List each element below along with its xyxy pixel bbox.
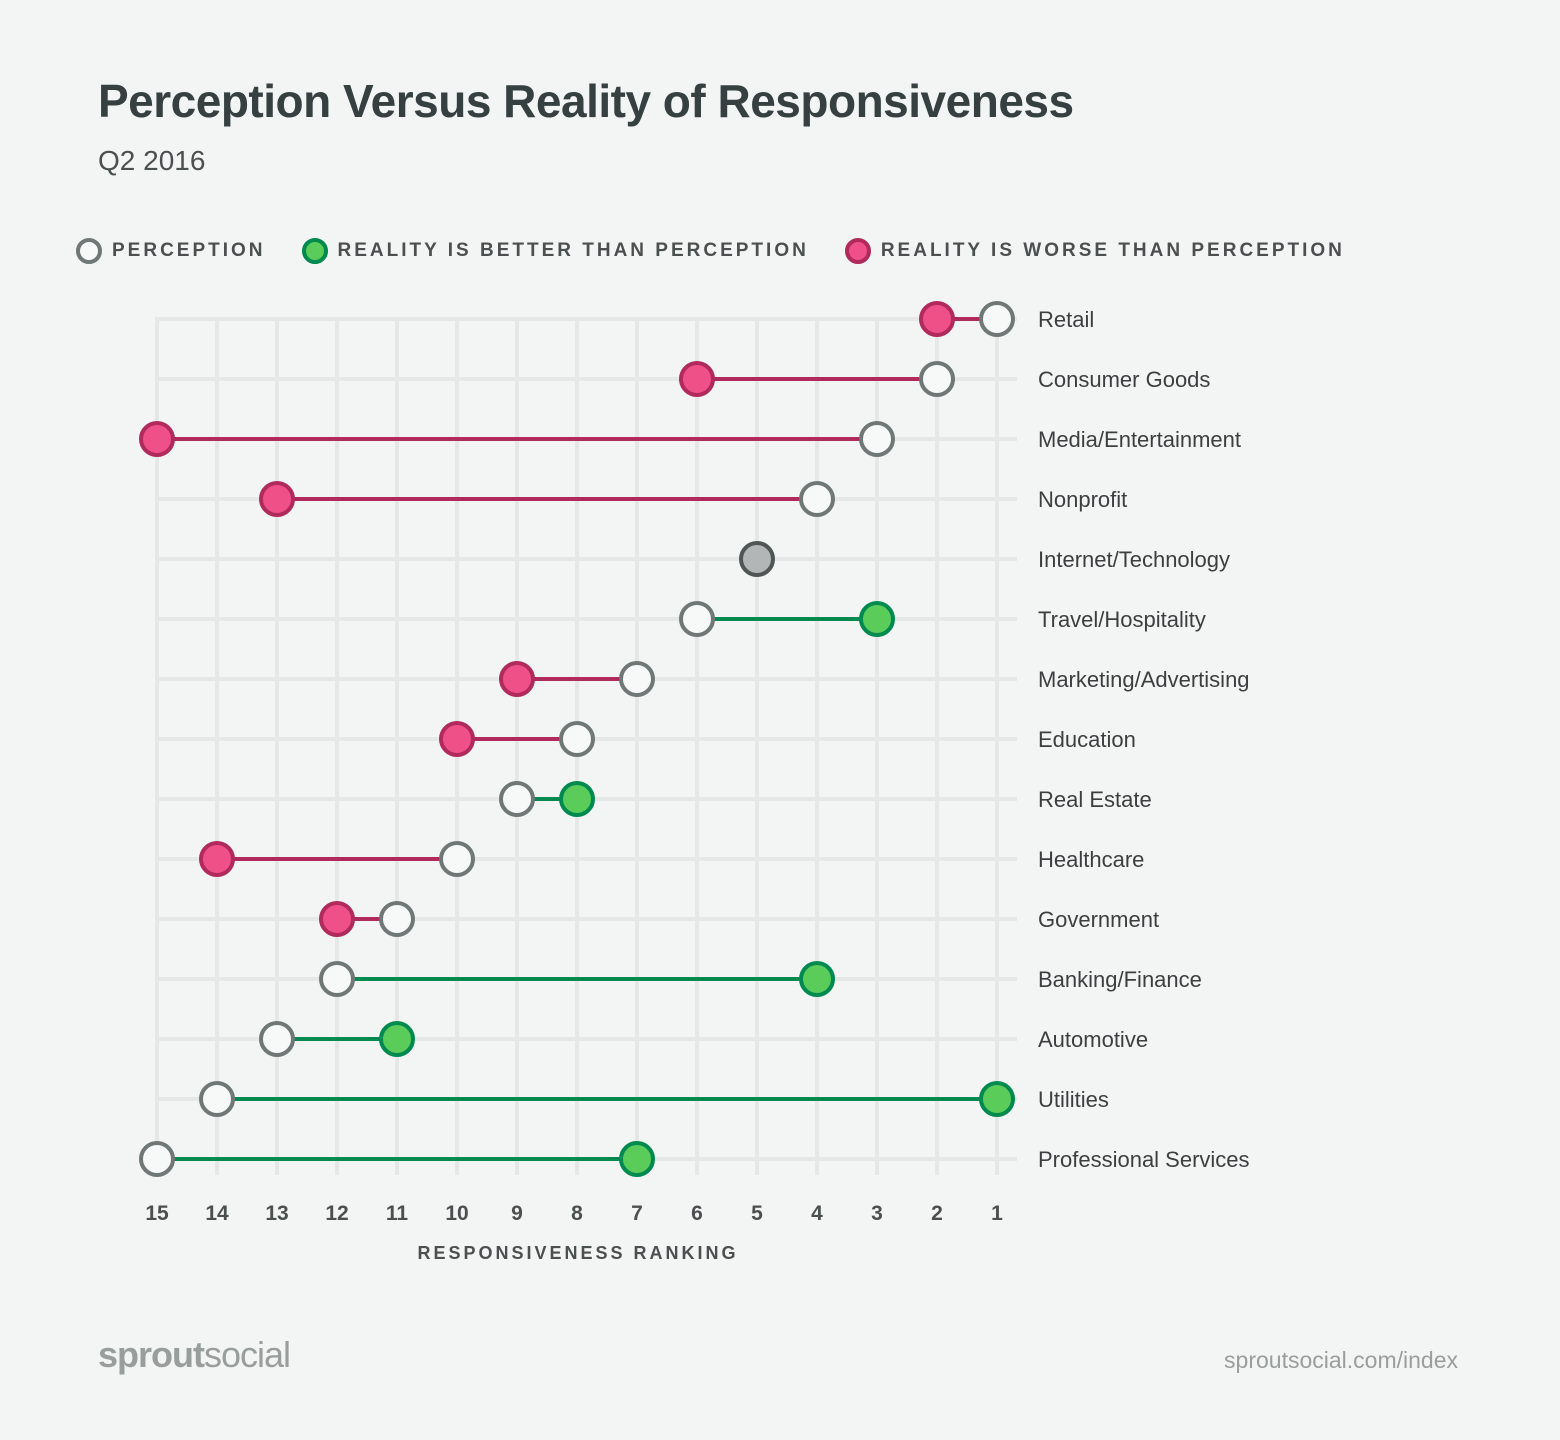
category-label: Travel/Hospitality xyxy=(1038,607,1206,632)
perception-point xyxy=(139,1141,175,1177)
x-tick-label: 11 xyxy=(386,1202,409,1225)
x-tick-label: 7 xyxy=(631,1202,643,1225)
better-marker-icon xyxy=(301,238,328,264)
category-label: Internet/Technology xyxy=(1038,547,1230,572)
reality-point xyxy=(319,901,355,937)
chart-subtitle: Q2 2016 xyxy=(98,145,206,176)
worse-marker-icon xyxy=(844,238,871,264)
x-tick-label: 12 xyxy=(325,1202,348,1225)
legend-item-perception: PERCEPTION xyxy=(76,238,266,264)
x-tick-label: 6 xyxy=(691,1202,703,1225)
category-label: Automotive xyxy=(1038,1027,1148,1052)
perception-point xyxy=(799,481,835,517)
x-tick-label: 2 xyxy=(931,1202,943,1225)
category-label: Nonprofit xyxy=(1038,487,1127,512)
x-tick-label: 10 xyxy=(445,1202,468,1225)
legend-label: REALITY IS BETTER THAN PERCEPTION xyxy=(337,240,809,261)
category-label: Marketing/Advertising xyxy=(1038,667,1250,692)
perception-point xyxy=(199,1081,235,1117)
reality-point xyxy=(979,1081,1015,1117)
legend-label: REALITY IS WORSE THAN PERCEPTION xyxy=(880,240,1345,261)
reality-point xyxy=(559,781,595,817)
x-tick-label: 8 xyxy=(571,1202,583,1225)
category-label: Education xyxy=(1038,727,1136,752)
perception-point xyxy=(679,601,715,637)
x-tick-label: 4 xyxy=(811,1202,823,1225)
category-label: Real Estate xyxy=(1038,787,1152,812)
reality-point xyxy=(679,361,715,397)
perception-point xyxy=(859,421,895,457)
perception-point xyxy=(259,1021,295,1057)
reality-point xyxy=(379,1021,415,1057)
perception-point xyxy=(439,841,475,877)
perception-point xyxy=(979,301,1015,337)
sproutsocial-logo: sproutsocial xyxy=(98,1334,291,1375)
reality-point xyxy=(499,661,535,697)
x-tick-label: 14 xyxy=(205,1202,229,1225)
legend-item-better: REALITY IS BETTER THAN PERCEPTION xyxy=(301,238,809,264)
reality-point xyxy=(199,841,235,877)
x-tick-label: 15 xyxy=(145,1202,169,1225)
perception-point xyxy=(619,661,655,697)
category-label: Government xyxy=(1038,907,1159,932)
x-tick-label: 1 xyxy=(991,1202,1003,1225)
legend-label: PERCEPTION xyxy=(112,240,266,261)
x-tick-label: 13 xyxy=(265,1202,288,1225)
dumbbell-chart: 15 14 13 12 11 10 9 8 7 6 5 4 3 2 1 RESPONSIVENESS RANK… xyxy=(139,301,1250,1263)
legend: PERCEPTION REALITY IS BETTER THAN PERCEP… xyxy=(76,238,1381,264)
legend-item-worse: REALITY IS WORSE THAN PERCEPTION xyxy=(844,238,1345,264)
x-axis-label: RESPONSIVENESS RANKING xyxy=(417,1243,738,1263)
reality-point xyxy=(439,721,475,757)
category-label: Consumer Goods xyxy=(1038,367,1210,392)
perception-marker-icon xyxy=(76,238,102,264)
x-tick-label: 5 xyxy=(751,1202,763,1225)
reality-point xyxy=(139,421,175,457)
reality-point xyxy=(799,961,835,997)
category-label: Banking/Finance xyxy=(1038,967,1202,992)
category-label: Healthcare xyxy=(1038,847,1144,872)
reality-point xyxy=(619,1141,655,1177)
perception-point xyxy=(559,721,595,757)
source-url: sproutsocial.com/index xyxy=(1224,1347,1458,1373)
reality-point xyxy=(739,541,775,577)
reality-point xyxy=(919,301,955,337)
category-label: Retail xyxy=(1038,307,1094,332)
perception-point xyxy=(379,901,415,937)
reality-point xyxy=(859,601,895,637)
category-label: Utilities xyxy=(1038,1087,1109,1112)
x-tick-label: 3 xyxy=(871,1202,883,1225)
x-tick-label: 9 xyxy=(511,1202,523,1225)
reality-point xyxy=(259,481,295,517)
chart-title: Perception Versus Reality of Responsiven… xyxy=(98,75,1074,127)
perception-point xyxy=(319,961,355,997)
perception-point xyxy=(919,361,955,397)
perception-point xyxy=(499,781,535,817)
category-label: Media/Entertainment xyxy=(1038,427,1241,452)
category-label: Professional Services xyxy=(1038,1147,1250,1172)
